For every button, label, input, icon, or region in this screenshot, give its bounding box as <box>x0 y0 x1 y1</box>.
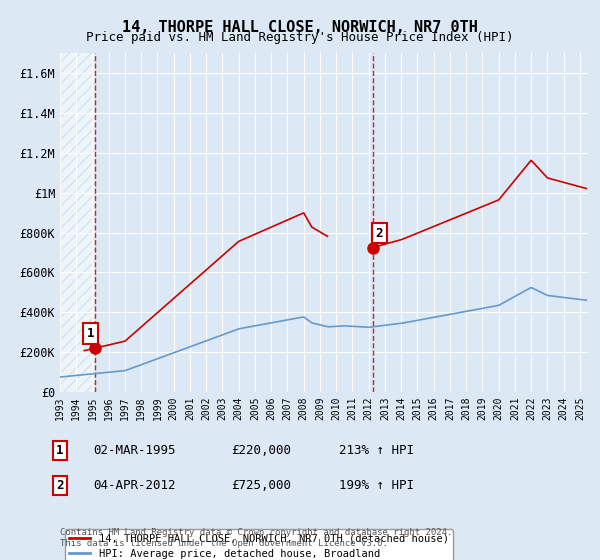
Text: 14, THORPE HALL CLOSE, NORWICH, NR7 0TH: 14, THORPE HALL CLOSE, NORWICH, NR7 0TH <box>122 20 478 35</box>
Legend: 14, THORPE HALL CLOSE, NORWICH, NR7 0TH (detached house), HPI: Average price, de: 14, THORPE HALL CLOSE, NORWICH, NR7 0TH … <box>65 529 453 560</box>
Text: 1: 1 <box>56 444 64 458</box>
Text: 02-MAR-1995: 02-MAR-1995 <box>93 444 176 458</box>
Text: £220,000: £220,000 <box>231 444 291 458</box>
Text: 2: 2 <box>56 479 64 492</box>
Text: 199% ↑ HPI: 199% ↑ HPI <box>339 479 414 492</box>
Text: 04-APR-2012: 04-APR-2012 <box>93 479 176 492</box>
Text: 2: 2 <box>376 227 383 240</box>
Text: 1: 1 <box>86 327 94 340</box>
Text: Price paid vs. HM Land Registry's House Price Index (HPI): Price paid vs. HM Land Registry's House … <box>86 31 514 44</box>
Text: Contains HM Land Registry data © Crown copyright and database right 2024.
This d: Contains HM Land Registry data © Crown c… <box>60 528 452 548</box>
Text: £725,000: £725,000 <box>231 479 291 492</box>
Text: 213% ↑ HPI: 213% ↑ HPI <box>339 444 414 458</box>
